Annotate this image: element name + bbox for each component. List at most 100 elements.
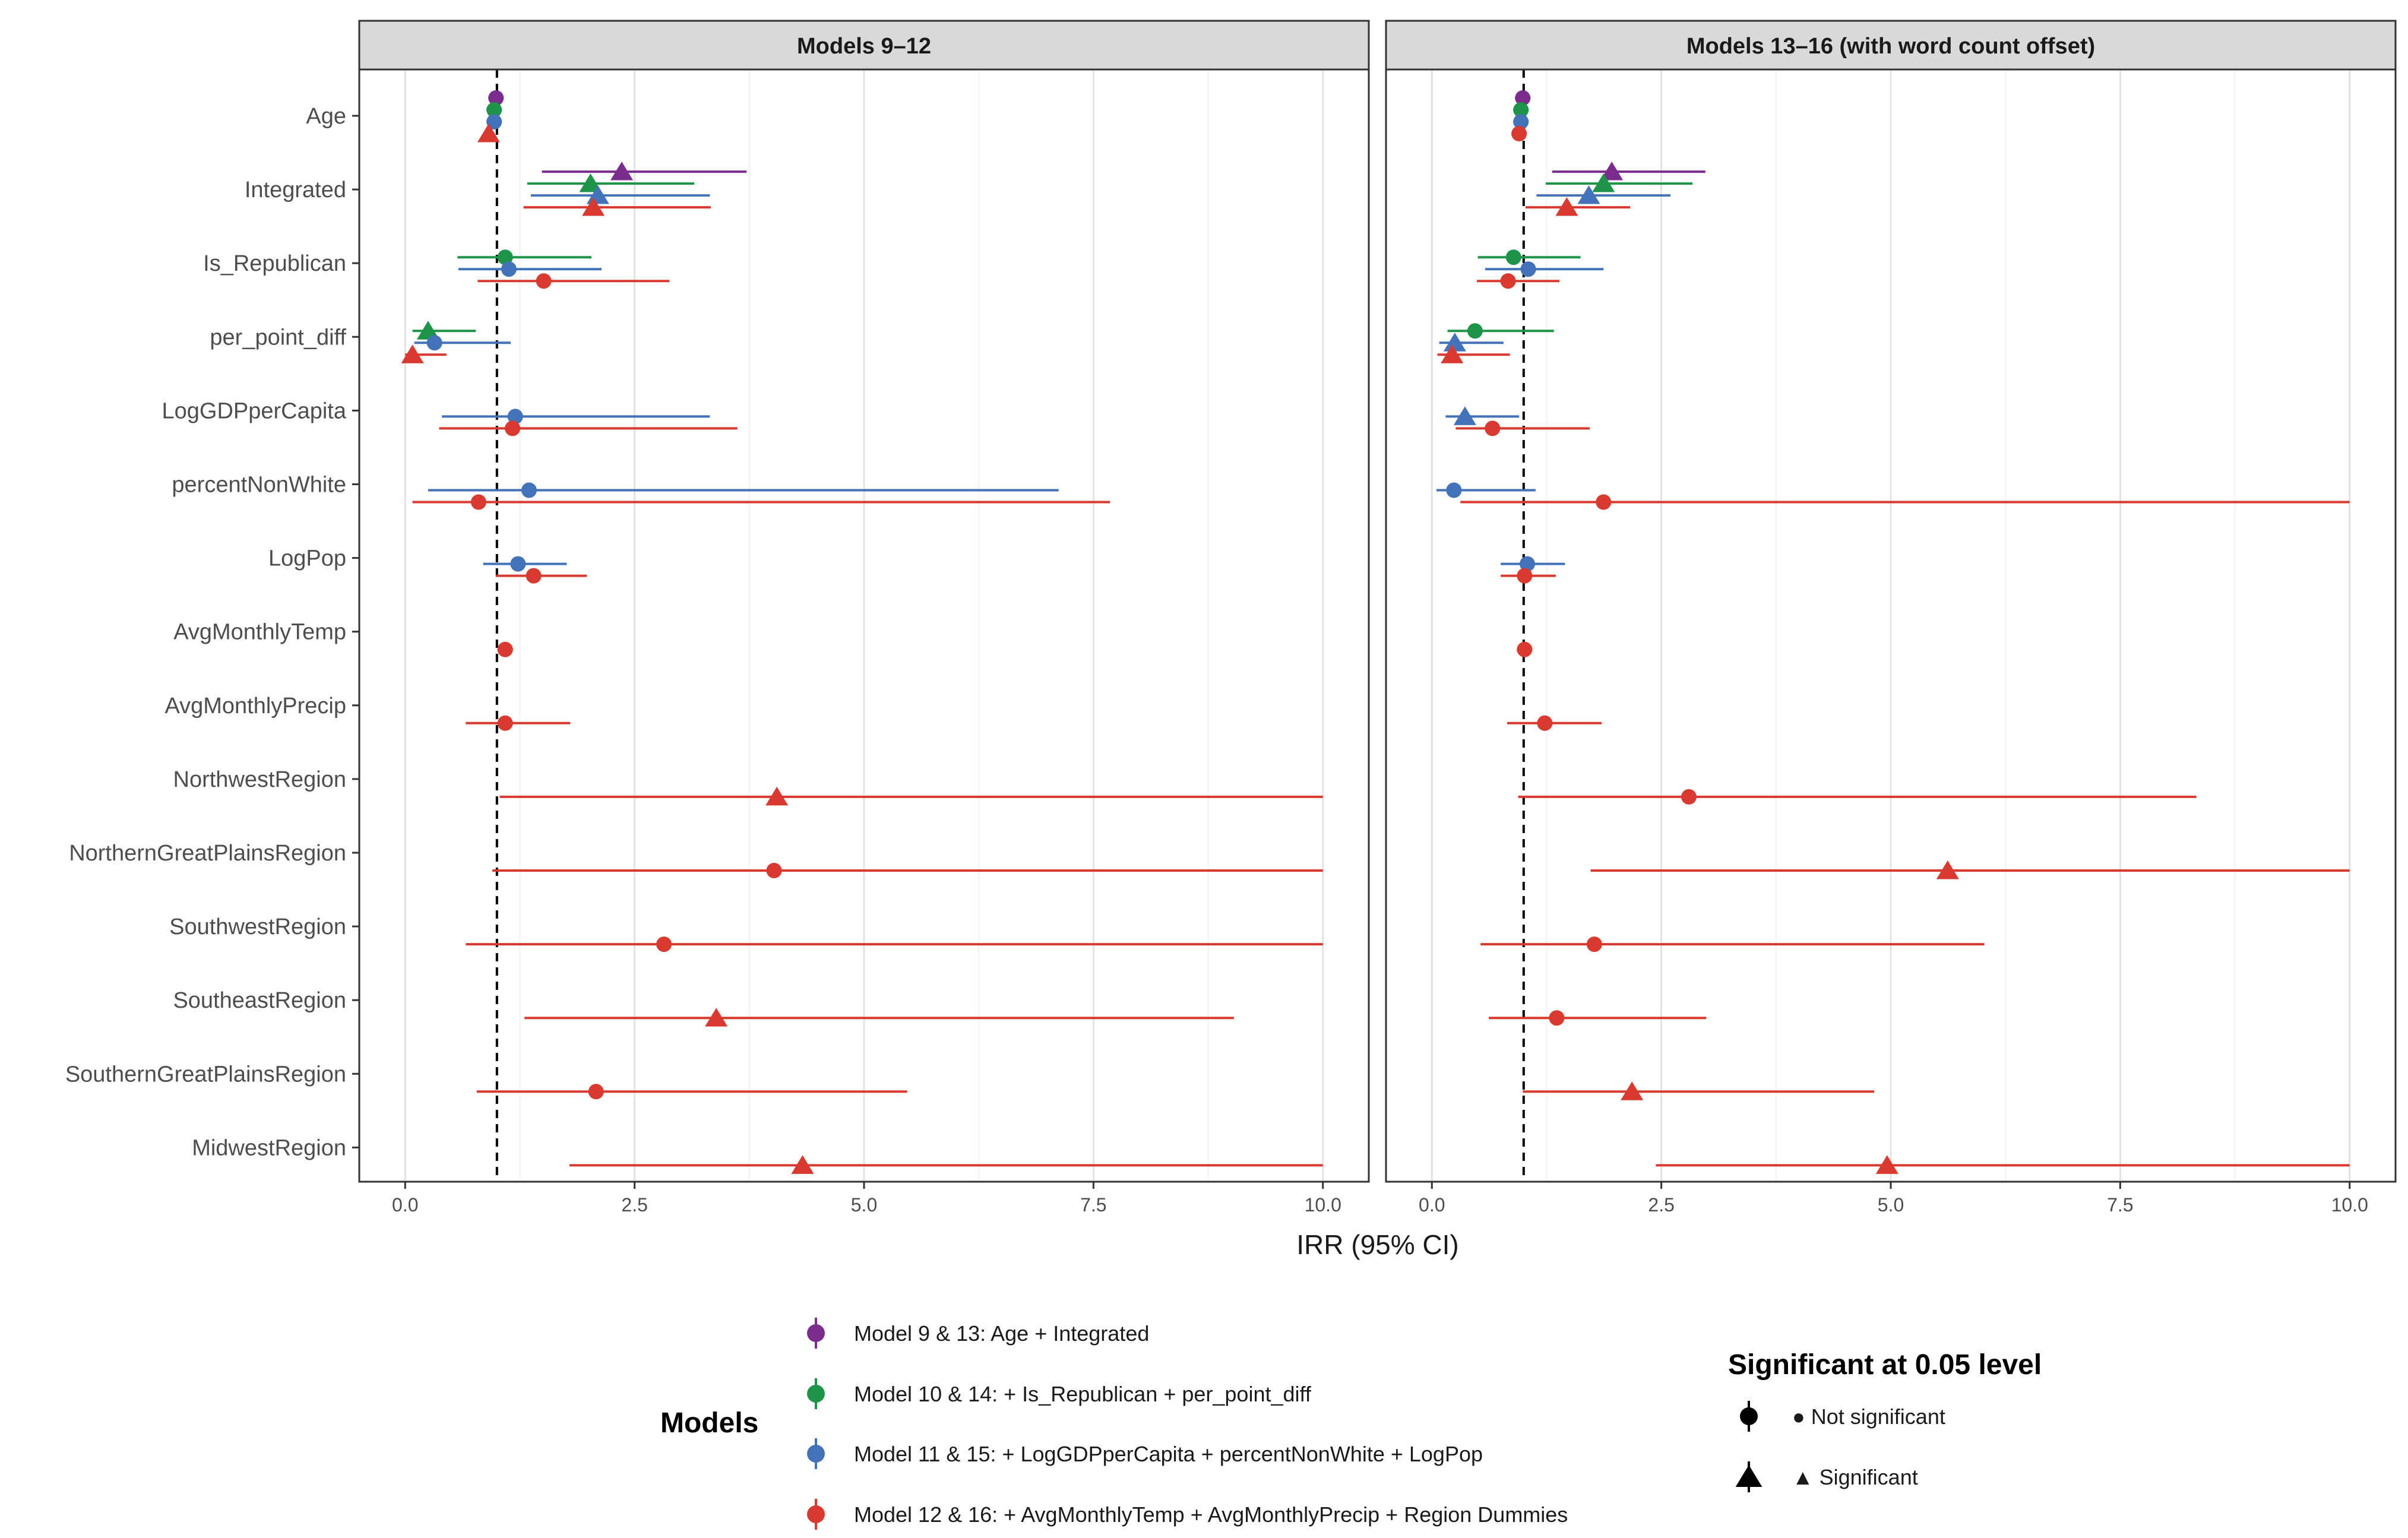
sig-key-triangle — [1735, 1465, 1763, 1487]
legend-item-m2: Model 10 & 14: + Is_Republican + per_poi… — [807, 1378, 1312, 1409]
point-triangle — [579, 173, 602, 192]
x-tick-label: 2.5 — [1648, 1194, 1674, 1216]
x-tick-label: 5.0 — [851, 1194, 877, 1216]
models-legend-items: Model 9 & 13: Age + Integrated Model 10 &… — [807, 1318, 1568, 1530]
x-tick-label: 0.0 — [1419, 1194, 1445, 1216]
estimate-LogPop-m3 — [1501, 556, 1565, 572]
x-tick-label: 10.0 — [1305, 1194, 1341, 1216]
point-triangle — [477, 124, 500, 143]
estimate-LogPop-m3 — [483, 556, 567, 572]
y-label-SouthwestRegion: SouthwestRegion — [169, 914, 346, 939]
estimate-LogGDPperCapita-m3 — [442, 409, 710, 425]
estimate-per_point_diff-m4 — [401, 344, 447, 363]
point-triangle — [1621, 1081, 1644, 1100]
point-triangle — [610, 162, 634, 181]
models-legend-title: Models — [660, 1407, 758, 1439]
y-label-per_point_diff: per_point_diff — [210, 325, 346, 350]
point-triangle — [401, 344, 424, 363]
panel-right: Models 13–16 (with word count offset) 0.… — [1385, 20, 2397, 1216]
point-triangle — [582, 197, 605, 216]
sig-legend-label: ▲ Significant — [1792, 1465, 1918, 1489]
estimate-Is_Republican-m3 — [1485, 261, 1604, 277]
estimate-LogGDPperCapita-m4 — [1455, 420, 1590, 436]
estimate-AvgMonthlyPrecip-m4 — [1507, 715, 1602, 731]
estimate-Age-m3 — [486, 114, 502, 129]
point-triangle — [1555, 197, 1578, 216]
y-label-MidwestRegion: MidwestRegion — [192, 1135, 346, 1160]
x-tick-label: 2.5 — [621, 1194, 647, 1216]
estimate-per_point_diff-m2 — [412, 321, 476, 340]
estimate-percentNonWhite-m3 — [428, 482, 1059, 498]
panel-left: Models 9–12 0.0 2.5 5.0 7.5 10.0 — [358, 20, 1370, 1216]
x-axis-title: IRR (95% CI) — [1296, 1229, 1458, 1260]
estimate-Age-m1 — [488, 90, 504, 106]
estimate-Integrated-m4 — [1525, 197, 1631, 216]
legend-item-m3: Model 11 & 15: + LogGDPperCapita + perce… — [807, 1438, 1483, 1469]
point-triangle — [1577, 185, 1600, 204]
y-label-LogGDPperCapita: LogGDPperCapita — [162, 398, 346, 423]
panel-right-strip — [1385, 20, 2397, 71]
y-label-AvgMonthlyTemp: AvgMonthlyTemp — [173, 620, 346, 645]
estimate-Age-m2 — [1513, 102, 1529, 118]
estimate-MidwestRegion-m4 — [569, 1155, 1323, 1174]
y-label-SouthernGreatPlainsRegion: SouthernGreatPlainsRegion — [65, 1062, 346, 1087]
panel-left-title: Models 9–12 — [797, 34, 931, 59]
legend-item-m1: Model 9 & 13: Age + Integrated — [807, 1318, 1149, 1349]
estimate-Is_Republican-m3 — [458, 261, 602, 277]
panel-right-x-axis: 0.0 2.5 5.0 7.5 10.0 — [1419, 1182, 2368, 1216]
estimate-percentNonWhite-m4 — [412, 494, 1110, 510]
estimate-LogPop-m4 — [1501, 568, 1556, 584]
estimate-SoutheastRegion-m4 — [524, 1008, 1234, 1027]
x-tick-label: 5.0 — [1878, 1194, 1904, 1216]
panel-left-x-axis: 0.0 2.5 5.0 7.5 10.0 — [392, 1182, 1341, 1216]
estimate-Is_Republican-m4 — [477, 273, 670, 289]
legend-label: Model 9 & 13: Age + Integrated — [854, 1321, 1149, 1346]
estimate-NorthernGreatPlainsRegion-m4 — [1590, 860, 2350, 879]
point-triangle — [765, 786, 789, 806]
estimate-per_point_diff-m3 — [1439, 333, 1504, 352]
legend-key-circle — [807, 1445, 825, 1463]
estimate-Is_Republican-m2 — [1477, 249, 1581, 265]
estimate-SouthwestRegion-m4 — [1480, 936, 1985, 952]
point-triangle — [416, 321, 439, 340]
estimate-NorthwestRegion-m4 — [1518, 789, 2197, 805]
panel-right-title: Models 13–16 (with word count offset) — [1686, 34, 2095, 59]
x-tick-label: 7.5 — [2107, 1194, 2133, 1216]
estimate-Integrated-m1 — [1552, 162, 1705, 181]
y-label-percentNonWhite: percentNonWhite — [172, 473, 346, 498]
y-label-NorthwestRegion: NorthwestRegion — [173, 767, 346, 792]
estimate-AvgMonthlyPrecip-m4 — [466, 715, 571, 731]
x-tick-label: 0.0 — [392, 1194, 418, 1216]
estimate-LogGDPperCapita-m3 — [1445, 406, 1520, 425]
significance-legend-title: Significant at 0.05 level — [1728, 1349, 2042, 1381]
estimate-Is_Republican-m2 — [457, 249, 591, 265]
legend-item-m4: Model 12 & 16: + AvgMonthlyTemp + AvgMon… — [807, 1499, 1568, 1530]
significance-legend: Significant at 0.05 level ● Not signific… — [1728, 1349, 2042, 1492]
estimate-Is_Republican-m4 — [1477, 273, 1560, 289]
estimate-SoutheastRegion-m4 — [1489, 1010, 1707, 1026]
y-label-AvgMonthlyPrecip: AvgMonthlyPrecip — [164, 694, 346, 719]
estimate-per_point_diff-m2 — [1447, 323, 1554, 339]
sig-legend-item-triangle: ▲ Significant — [1735, 1461, 1918, 1492]
estimate-Integrated-m4 — [523, 197, 711, 216]
estimate-Integrated-m2 — [1545, 173, 1693, 192]
y-label-NorthernGreatPlainsRegion: NorthernGreatPlainsRegion — [69, 841, 346, 866]
estimate-Age-m3 — [1513, 114, 1529, 129]
estimate-SouthernGreatPlainsRegion-m4 — [476, 1084, 907, 1100]
legend-key-circle — [807, 1324, 825, 1342]
sig-key-circle — [1740, 1407, 1758, 1425]
estimate-per_point_diff-m3 — [414, 335, 511, 351]
significance-legend-items: ● Not significant ▲ Significant — [1735, 1401, 1945, 1492]
point-triangle — [705, 1008, 728, 1027]
models-legend: Models Model 9 & 13: Age + IntegratedMod… — [660, 1318, 1568, 1530]
panel-left-marks — [401, 90, 1323, 1174]
estimate-LogGDPperCapita-m4 — [439, 420, 738, 436]
estimate-per_point_diff-m4 — [1437, 344, 1510, 363]
x-tick-label: 7.5 — [1080, 1194, 1106, 1216]
y-label-SoutheastRegion: SoutheastRegion — [173, 988, 346, 1013]
y-label-Age: Age — [306, 104, 346, 129]
legend-label: Model 10 & 14: + Is_Republican + per_poi… — [854, 1382, 1312, 1406]
legend-key-circle — [807, 1385, 825, 1403]
estimate-AvgMonthlyTemp-m4 — [497, 641, 513, 657]
